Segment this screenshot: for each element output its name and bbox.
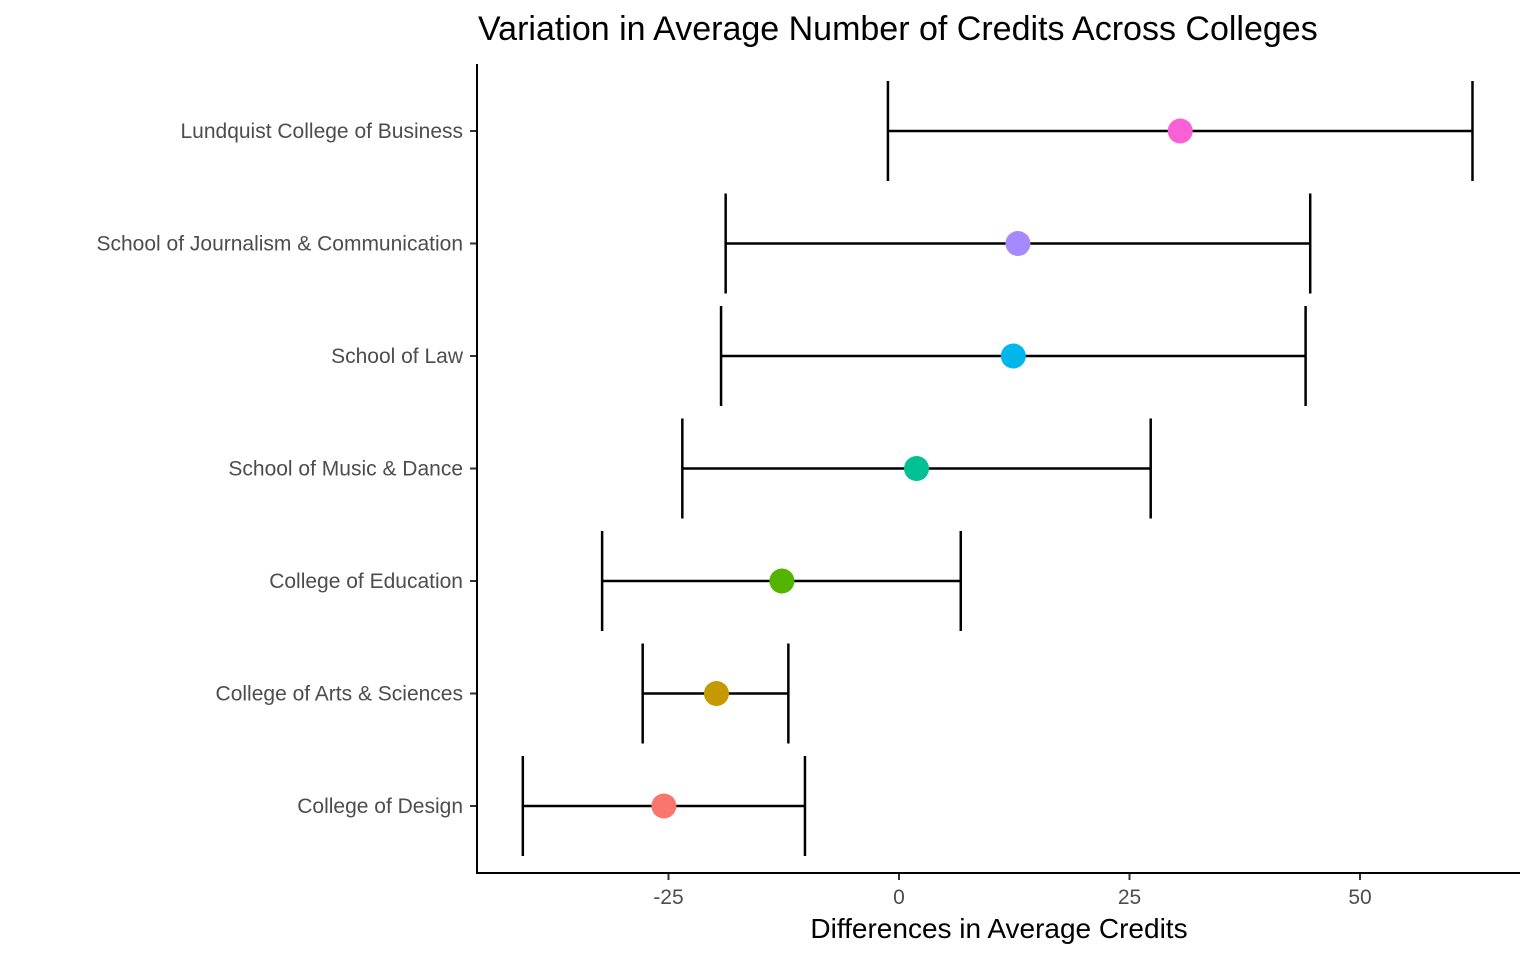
mean-point [1167, 118, 1193, 144]
y-tick-label: College of Arts & Sciences [216, 683, 463, 706]
mean-point [904, 456, 930, 481]
y-tick-label: School of Journalism & Communication [97, 233, 464, 256]
y-tick-label: College of Education [269, 570, 463, 593]
y-tick-label: School of Law [331, 345, 464, 368]
x-axis-title: Differences in Average Credits [810, 913, 1187, 944]
x-ticks: -25 0 25 50 [653, 873, 1372, 909]
error-bars [521, 81, 1474, 856]
mean-point [1005, 231, 1031, 256]
mean-point [651, 793, 677, 819]
x-tick-label: 25 [1118, 886, 1141, 909]
chart-title: Variation in Average Number of Credits A… [478, 10, 1318, 48]
y-tick-marks [470, 130, 477, 807]
y-tick-label: College of Design [297, 795, 463, 818]
mean-points [651, 118, 1193, 819]
y-tick-label: School of Music & Dance [228, 458, 463, 481]
x-tick-label: 0 [893, 886, 905, 909]
x-tick-label: 50 [1348, 886, 1371, 909]
x-tick-label: -25 [653, 886, 683, 909]
y-tick-label: Lundquist College of Business [180, 120, 463, 143]
mean-point [703, 681, 729, 706]
mean-point [1000, 343, 1026, 369]
y-tick-labels: College of Design College of Arts & Scien… [97, 120, 464, 818]
mean-point [769, 568, 795, 594]
